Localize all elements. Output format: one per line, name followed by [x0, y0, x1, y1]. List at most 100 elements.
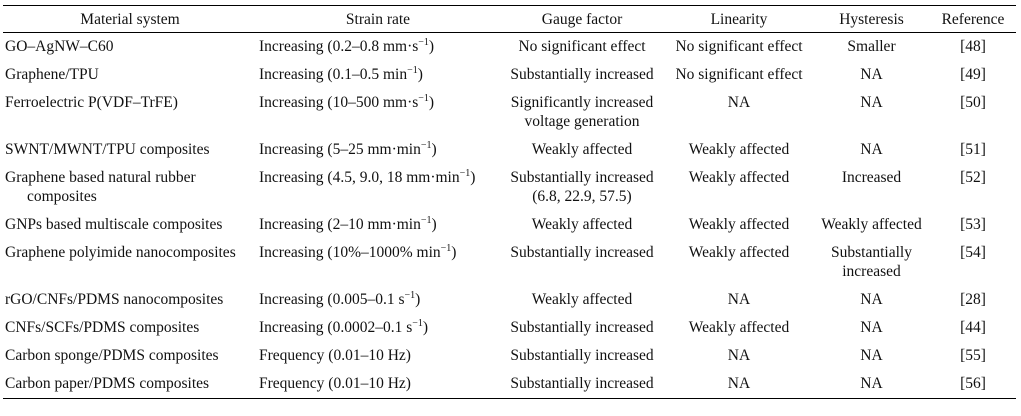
cell-material-system: CNFs/SCFs/PDMS composites: [3, 314, 257, 342]
cell-linearity: Weakly affected: [688, 319, 790, 336]
cell-reference: [49]: [960, 66, 986, 83]
cell-strain-rate: Increasing (5–25 mm·min−1): [257, 136, 499, 164]
cell-material-system: Graphene based natural rubber composites: [3, 164, 257, 211]
material-properties-table: Material system Strain rate Gauge factor…: [3, 5, 1016, 399]
cell-gauge-factor: Weakly affected: [531, 216, 633, 233]
cell-linearity: No significant effect: [675, 38, 803, 55]
table-row: Graphene based natural rubber composites I…: [3, 164, 1016, 211]
header-reference: Reference: [941, 10, 1005, 28]
cell-hysteresis: NA: [860, 94, 883, 111]
cell-linearity: NA: [727, 375, 751, 392]
cell-material-system: GO–AgNW–C60: [3, 33, 257, 62]
strain-rate-exponent: −1: [420, 139, 432, 151]
material-name: Graphene/TPU: [5, 66, 99, 83]
cell-linearity: NA: [727, 291, 751, 308]
strain-rate-close: ): [470, 169, 476, 186]
strain-rate-exponent: −1: [418, 36, 429, 48]
material-name: GO–AgNW–C60: [5, 38, 114, 55]
table-row: CNFs/SCFs/PDMS composites Increasing (0.0…: [3, 314, 1016, 342]
table-row: rGO/CNFs/PDMS nanocomposites Increasing (…: [3, 286, 1016, 314]
strain-rate-text: Increasing (0.1–0.5 min: [259, 66, 408, 83]
material-name-continued: composites: [27, 188, 97, 205]
header-hysteresis: Hysteresis: [839, 10, 904, 28]
strain-rate-close: ): [415, 291, 421, 308]
cell-gauge-factor: Substantially increased (6.8, 22.9, 57.5…: [510, 169, 654, 205]
material-name: Carbon sponge/PDMS composites: [5, 347, 219, 364]
cell-material-system: Graphene polyimide nanocomposites: [3, 239, 257, 286]
strain-rate-text: Increasing (10%–1000% min: [259, 244, 441, 261]
header-linearity: Linearity: [710, 10, 768, 28]
cell-hysteresis: NA: [860, 66, 883, 83]
cell-hysteresis: Substantially increased: [831, 244, 912, 280]
table-row: GNPs based multiscale composites Increasi…: [3, 211, 1016, 239]
table-row: Carbon sponge/PDMS composites Frequency (…: [3, 342, 1016, 370]
table-body: GO–AgNW–C60 Increasing (0.2–0.8 mm·s−1) No…: [3, 33, 1016, 399]
cell-reference: [53]: [960, 216, 986, 233]
header-strain-rate: Strain rate: [345, 10, 411, 28]
cell-linearity: No significant effect: [675, 66, 803, 83]
cell-material-system: rGO/CNFs/PDMS nanocomposites: [3, 286, 257, 314]
cell-strain-rate: Increasing (4.5, 9.0, 18 mm·min−1): [257, 164, 499, 211]
cell-strain-rate: Frequency (0.01–10 Hz): [257, 370, 499, 399]
cell-hysteresis: Smaller: [847, 38, 896, 55]
cell-hysteresis: NA: [860, 291, 883, 308]
cell-gauge-factor: Substantially increased: [510, 244, 654, 261]
cell-material-system: Graphene/TPU: [3, 61, 257, 89]
cell-strain-rate: Increasing (0.0002–0.1 s−1): [257, 314, 499, 342]
cell-strain-rate: Increasing (10%–1000% min−1): [257, 239, 499, 286]
header-material-system: Material system: [80, 10, 180, 28]
cell-reference: [51]: [960, 141, 986, 158]
cell-hysteresis: Weakly affected: [821, 216, 922, 233]
cell-reference: [48]: [960, 38, 986, 55]
cell-gauge-factor: Substantially increased: [510, 375, 654, 392]
table-row: Graphene/TPU Increasing (0.1–0.5 min−1) Su…: [3, 61, 1016, 89]
cell-strain-rate: Frequency (0.01–10 Hz): [257, 342, 499, 370]
cell-gauge-factor: Significantly increased voltage generati…: [510, 94, 654, 130]
material-name: rGO/CNFs/PDMS nanocomposites: [5, 291, 224, 308]
cell-linearity: Weakly affected: [688, 141, 790, 158]
cell-linearity: Weakly affected: [688, 244, 790, 261]
strain-rate-close: ): [417, 66, 423, 83]
cell-gauge-factor: Weakly affected: [531, 291, 633, 308]
strain-rate-close: ): [422, 319, 429, 336]
cell-strain-rate: Increasing (2–10 mm·min−1): [257, 211, 499, 239]
table-row: Graphene polyimide nanocomposites Increas…: [3, 239, 1016, 286]
cell-hysteresis: NA: [860, 141, 883, 158]
cell-material-system: SWNT/MWNT/TPU composites: [3, 136, 257, 164]
cell-reference: [44]: [960, 319, 986, 336]
strain-rate-exponent: −1: [418, 92, 429, 104]
cell-material-system: Carbon paper/PDMS composites: [3, 370, 257, 399]
material-name: Graphene polyimide nanocomposites: [5, 244, 236, 261]
strain-rate-exponent: −1: [440, 242, 452, 254]
strain-rate-close: ): [428, 94, 435, 111]
strain-rate-text: Increasing (2–10 mm·min: [259, 216, 421, 233]
cell-strain-rate: Increasing (0.1–0.5 min−1): [257, 61, 499, 89]
strain-rate-exponent: −1: [420, 214, 432, 226]
strain-rate-close: ): [431, 216, 437, 233]
strain-rate-text: Increasing (0.0002–0.1 s: [259, 319, 413, 336]
strain-rate-text: Frequency (0.01–10 Hz): [259, 375, 411, 392]
material-name: SWNT/MWNT/TPU composites: [5, 141, 210, 158]
strain-rate-text: Frequency (0.01–10 Hz): [259, 347, 411, 364]
material-name: CNFs/SCFs/PDMS composites: [5, 319, 200, 336]
cell-material-system: GNPs based multiscale composites: [3, 211, 257, 239]
material-name: Ferroelectric P(VDF–TrFE): [5, 94, 178, 111]
cell-hysteresis: NA: [860, 347, 883, 364]
strain-rate-close: ): [428, 38, 435, 55]
strain-rate-text: Increasing (5–25 mm·min: [259, 141, 421, 158]
header-row: Material system Strain rate Gauge factor…: [3, 5, 1016, 33]
strain-rate-exponent: −1: [459, 167, 471, 179]
cell-strain-rate: Increasing (0.2–0.8 mm·s−1): [257, 33, 499, 62]
table-header: Material system Strain rate Gauge factor…: [3, 5, 1016, 33]
cell-linearity: NA: [727, 347, 751, 364]
cell-reference: [54]: [960, 244, 986, 261]
table-row: SWNT/MWNT/TPU composites Increasing (5–25…: [3, 136, 1016, 164]
strain-rate-text: Increasing (10–500 mm·s: [259, 94, 419, 111]
cell-hysteresis: NA: [860, 375, 883, 392]
cell-reference: [50]: [960, 94, 986, 111]
strain-rate-exponent: −1: [412, 317, 423, 329]
cell-gauge-factor: Substantially increased: [510, 319, 654, 336]
strain-rate-close: ): [451, 244, 457, 261]
table-row: Carbon paper/PDMS composites Frequency (0…: [3, 370, 1016, 399]
